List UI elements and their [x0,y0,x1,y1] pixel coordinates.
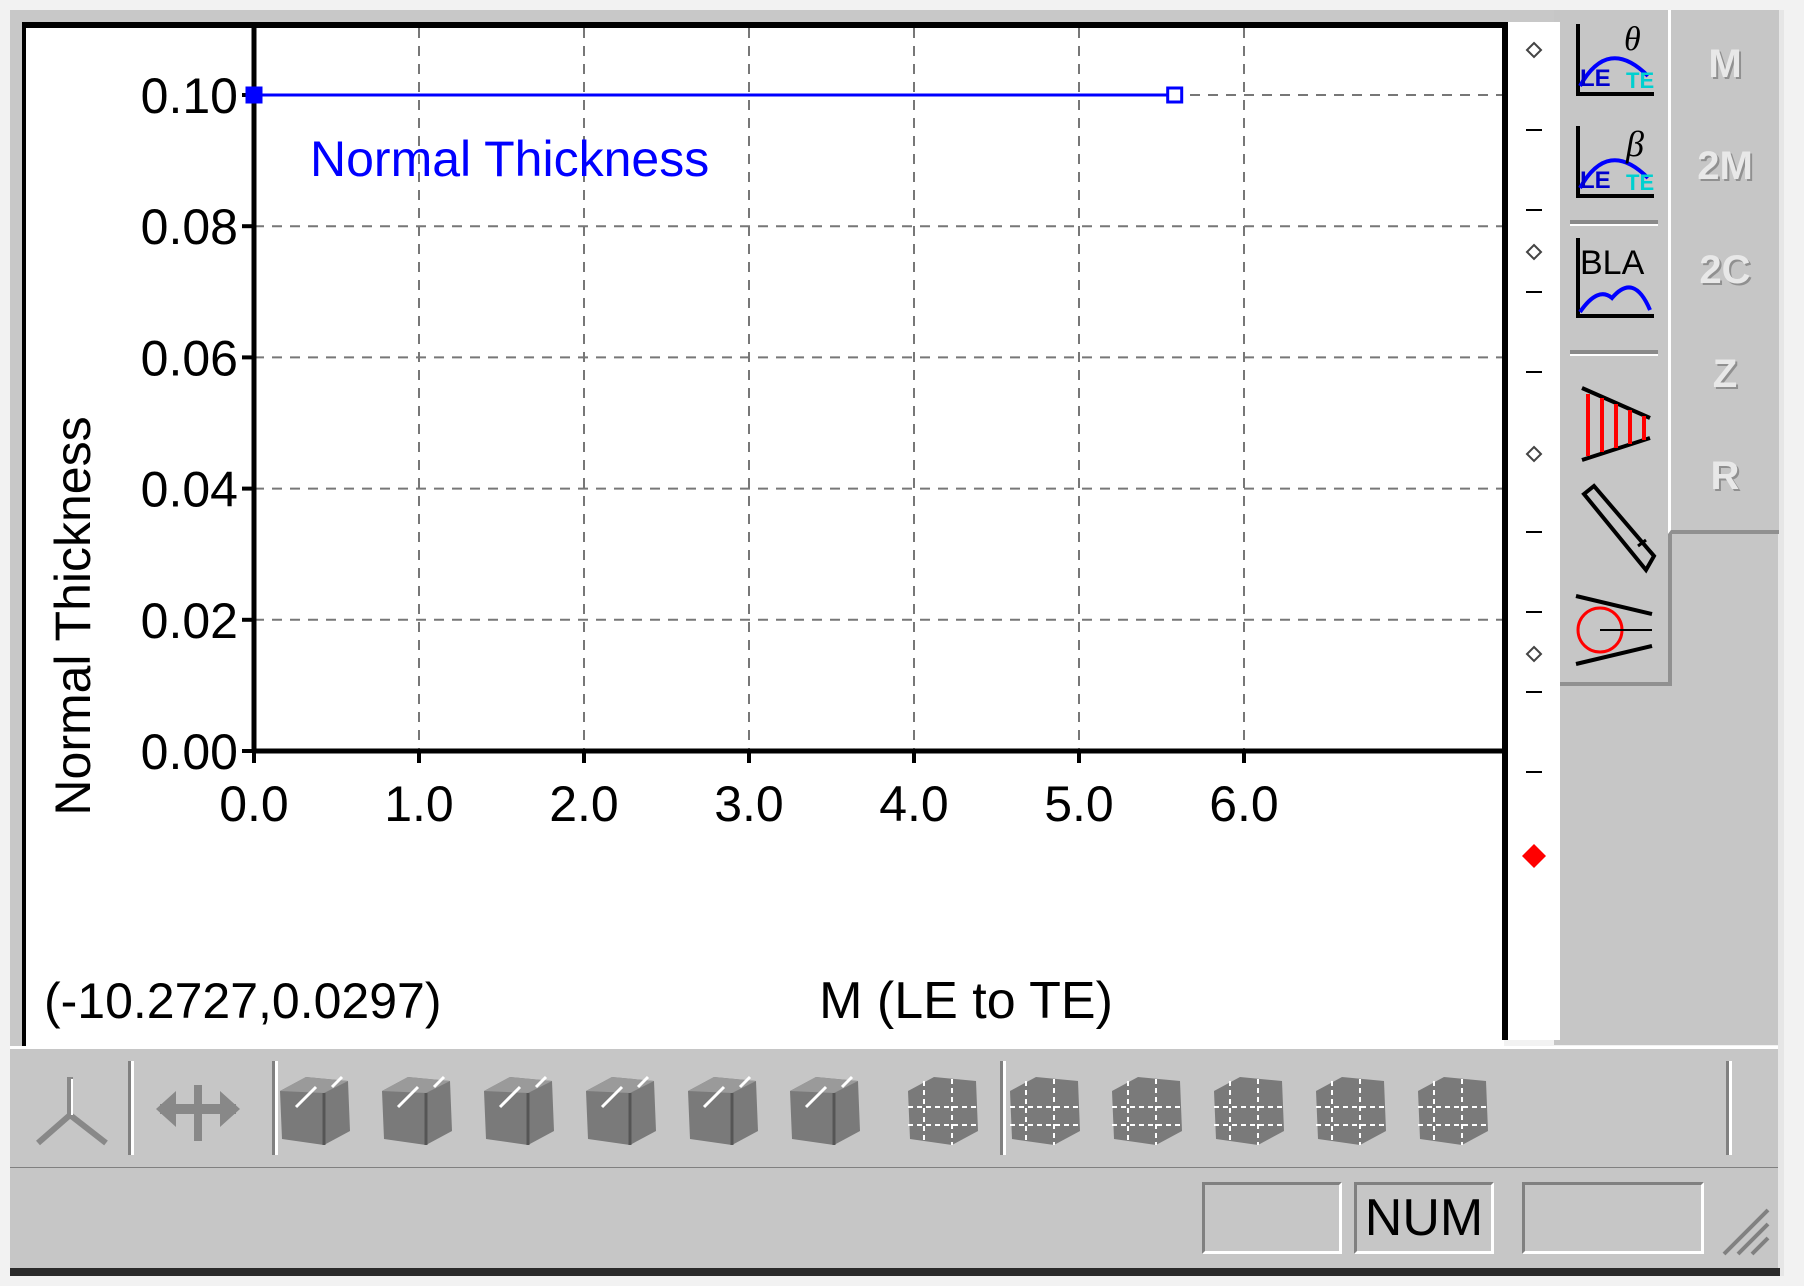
window-frame-right [1778,10,1784,1276]
zoom-2c-button[interactable]: 2C [1699,248,1751,292]
series-layer[interactable] [245,86,1184,104]
x-tick-label: 2.0 [549,776,619,832]
cube-view-6-icon[interactable] [776,1067,872,1151]
active-handle-marker[interactable] [1522,844,1546,868]
chart-axes [251,28,1504,754]
cube-view-2-icon[interactable] [368,1067,464,1151]
status-pane-1 [1202,1182,1342,1254]
y-tick-label: 0.10 [141,68,238,124]
x-tick-label: 0.0 [219,776,289,832]
y-tick-label: 0.04 [141,462,238,518]
x-tick-label: 5.0 [1044,776,1114,832]
cube-view-3-icon[interactable] [470,1067,566,1151]
zoom-m-button[interactable]: M [1708,42,1742,86]
series-label: Normal Thickness [310,131,709,187]
svg-text:θ: θ [1624,21,1641,58]
x-tick-label: 6.0 [1209,776,1279,832]
mesh-view-5-icon[interactable] [1302,1067,1398,1151]
cube-view-1-icon[interactable] [266,1067,362,1151]
svg-text:LE: LE [1580,167,1611,194]
y-tick-label: 0.00 [141,724,238,780]
svg-text:LE: LE [1580,65,1611,92]
thickness-bars-icon[interactable] [1568,378,1660,474]
mesh-view-3-icon[interactable] [1098,1067,1194,1151]
axes-icon[interactable] [22,1067,118,1151]
strip-diamond-handle[interactable] [1525,41,1543,59]
bla-icon[interactable]: BLA [1568,232,1660,328]
x-tick-label: 1.0 [384,776,454,832]
zoom-2m-button[interactable]: 2M [1697,144,1753,188]
toolbar-separator [1570,220,1658,226]
svg-text:TE: TE [1626,68,1654,93]
control-strip-svg[interactable] [1508,22,1560,1040]
mesh-view-6-icon[interactable] [1404,1067,1500,1151]
strip-diamond-handle[interactable] [1525,645,1543,663]
x-axis-label: M (LE to TE) [819,972,1113,1030]
mesh-view-1-icon[interactable] [894,1067,990,1151]
svg-text:TE: TE [1626,170,1654,195]
le-theta-icon[interactable]: LE TE θ [1568,16,1660,112]
bottom-toolbar [10,1046,1778,1170]
svg-text:BLA: BLA [1580,244,1645,282]
mesh-view-2-icon[interactable] [996,1067,1092,1151]
circle-cone-icon[interactable] [1568,582,1660,678]
status-pane-num: NUM [1354,1182,1494,1254]
zoom-toolbar: M 2M 2C Z R [1668,10,1779,534]
status-bar: NUM [10,1168,1778,1268]
pan-horizontal-icon[interactable] [150,1067,246,1151]
le-beta-icon[interactable]: LE TE β [1568,118,1660,214]
zoom-z-button[interactable]: Z [1712,352,1738,396]
status-pane-3 [1522,1182,1704,1254]
y-tick-label: 0.02 [141,593,238,649]
window-frame-top [10,10,1780,22]
toolbar-separator [128,1061,134,1155]
svg-text:β: β [1625,124,1644,164]
toolbar-separator [1726,1061,1732,1155]
window-frame-bottom [10,1268,1780,1276]
toolbar-separator [1000,1061,1006,1155]
strip-diamond-handle[interactable] [1525,445,1543,463]
y-tick-label: 0.06 [141,330,238,386]
pencil-icon[interactable] [1568,480,1660,576]
x-tick-label: 3.0 [714,776,784,832]
plot-panel[interactable]: 0.00 0.02 0.04 0.06 0.08 0.10 0.0 1.0 2.0 3.0 4.0 5… [22,22,1504,1046]
y-axis-label: Normal Thickness [45,416,101,815]
x-tick-label: 4.0 [879,776,949,832]
tick-labels: 0.00 0.02 0.04 0.06 0.08 0.10 0.0 1.0 2.0 3.0 4.0 5… [141,68,1279,832]
coordinate-readout: (-10.2727,0.0297) [44,973,442,1029]
window-frame-left [10,10,22,1050]
cube-view-5-icon[interactable] [674,1067,770,1151]
control-point-strip[interactable] [1502,22,1560,1040]
cube-view-4-icon[interactable] [572,1067,668,1151]
y-tick-label: 0.08 [141,199,238,255]
mesh-view-4-icon[interactable] [1200,1067,1296,1151]
control-point[interactable] [1166,86,1184,104]
side-icon-toolbar: LE TE θ LE TE β BLA [1560,10,1672,686]
thickness-chart[interactable]: 0.00 0.02 0.04 0.06 0.08 0.10 0.0 1.0 2.0 3.0 4.0 5… [26,28,1504,1046]
toolbar-separator [272,1061,278,1155]
resize-grip-icon[interactable] [1712,1198,1772,1258]
toolbar-separator [1570,350,1658,356]
strip-diamond-handle[interactable] [1525,243,1543,261]
zoom-r-button[interactable]: R [1710,454,1740,498]
control-point[interactable] [245,86,263,104]
grid-lines [254,28,1504,752]
